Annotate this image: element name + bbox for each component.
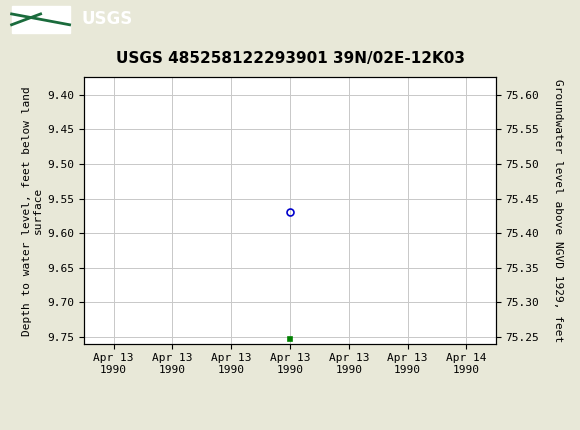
Y-axis label: Groundwater level above NGVD 1929, feet: Groundwater level above NGVD 1929, feet [553,79,563,342]
Text: USGS 485258122293901 39N/02E-12K03: USGS 485258122293901 39N/02E-12K03 [115,51,465,65]
Y-axis label: Depth to water level, feet below land
surface: Depth to water level, feet below land su… [21,86,44,335]
Text: USGS: USGS [81,10,132,28]
FancyBboxPatch shape [12,6,70,33]
